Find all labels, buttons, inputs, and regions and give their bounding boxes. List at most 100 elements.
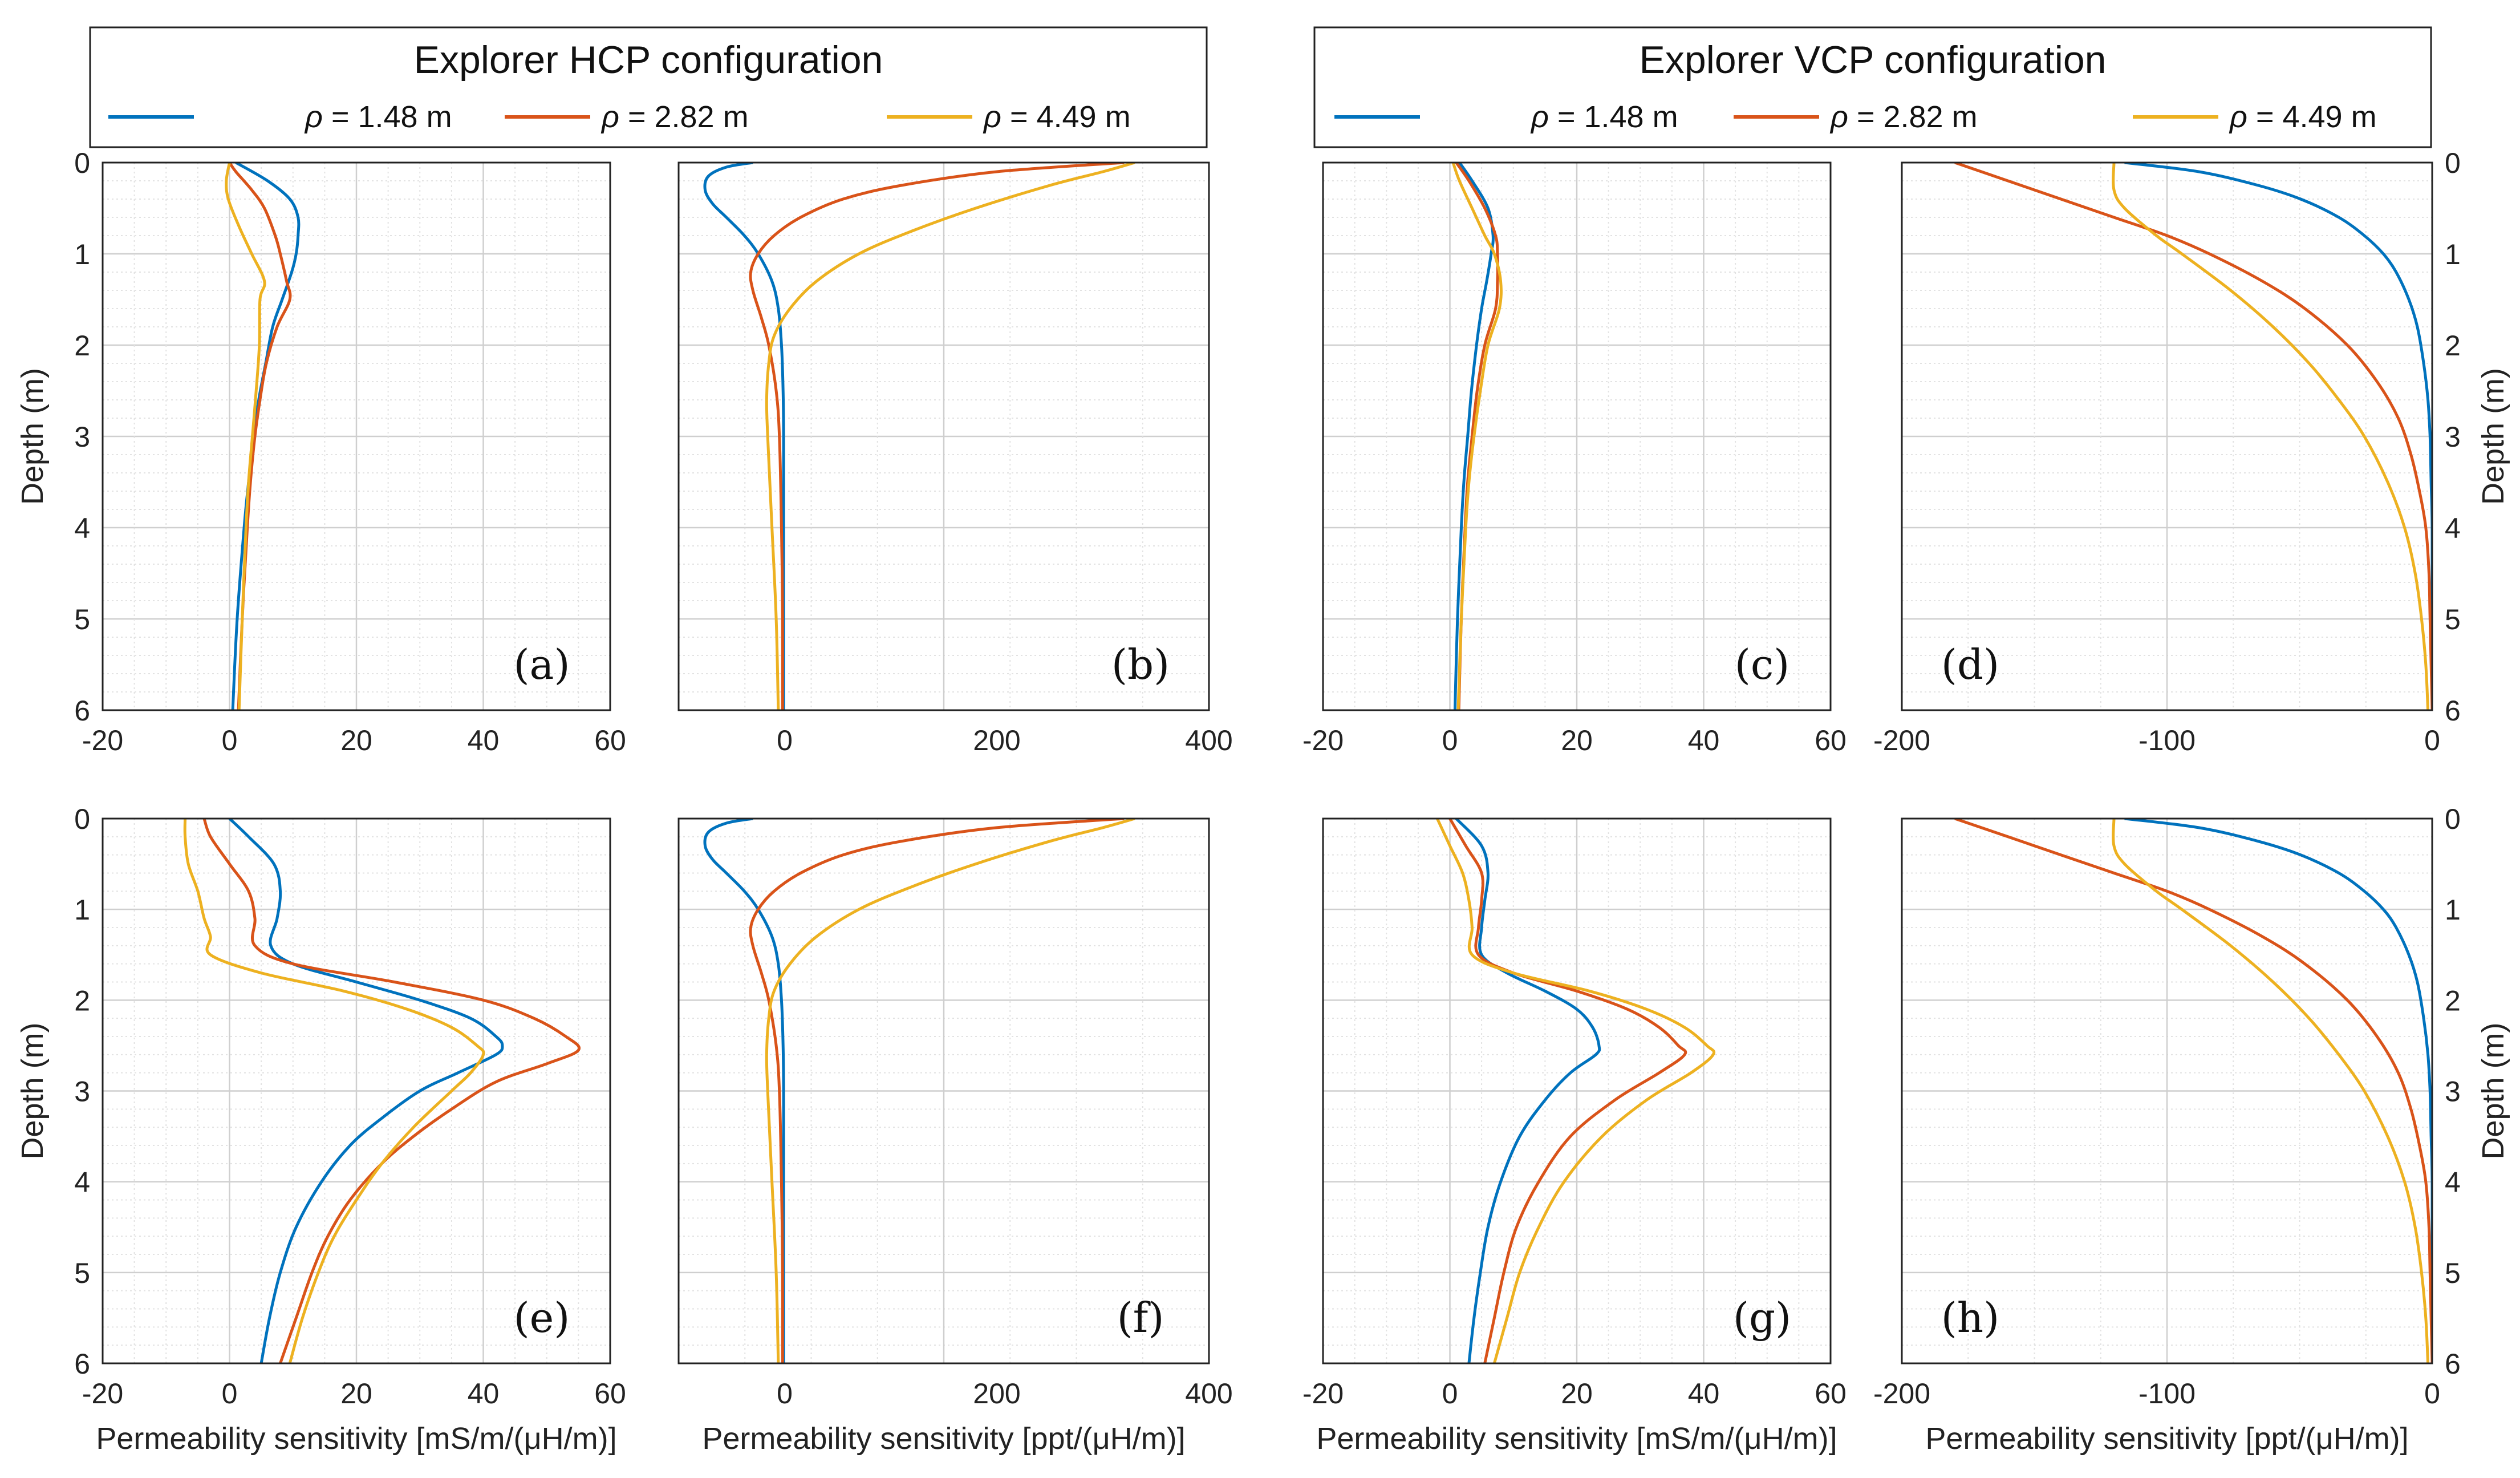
legend-entry: ρ = 1.48 m (304, 100, 452, 134)
x-tick-label: -200 (1873, 1378, 1930, 1410)
series-line-3 (1436, 819, 1716, 1363)
y-tick-label: 4 (2445, 512, 2461, 544)
panel-label: (b) (1111, 641, 1170, 689)
y-tick-label: 2 (74, 330, 90, 362)
y-tick-label: 5 (2445, 604, 2461, 635)
x-tick-label: 200 (973, 1378, 1020, 1410)
y-tick-label: 4 (74, 512, 90, 544)
x-tick-label: 20 (1561, 1378, 1593, 1410)
legend-label: = 1.48 m (1549, 100, 1678, 134)
x-tick-label: 0 (2424, 1378, 2440, 1410)
legend-label: = 2.82 m (1848, 100, 1978, 134)
y-tick-label: 2 (2445, 985, 2461, 1017)
x-tick-label: 400 (1185, 724, 1232, 756)
x-tick-label: -20 (82, 724, 123, 756)
x-tick-label: -20 (1302, 1378, 1344, 1410)
series-line-3 (765, 819, 1135, 1363)
y-tick-label: 3 (74, 421, 90, 453)
x-tick-label: -20 (1302, 724, 1344, 756)
axes-frame (102, 161, 611, 711)
y-tick-label: 5 (74, 604, 90, 635)
legend-entry: ρ = 2.82 m (600, 100, 749, 134)
panel-label: (g) (1733, 1294, 1791, 1342)
x-tick-label: -100 (2138, 1378, 2196, 1410)
axes-frame (1901, 817, 2433, 1364)
x-tick-label: 60 (594, 1378, 626, 1410)
series-line-2 (202, 819, 581, 1363)
y-tick-label: 4 (2445, 1167, 2461, 1198)
panel-label: (c) (1735, 641, 1790, 689)
x-tick-label: 400 (1185, 1378, 1232, 1410)
y-tick-label: 4 (74, 1167, 90, 1198)
panel-label: (e) (514, 1294, 570, 1342)
y-axis-label: Depth (m) (2476, 368, 2510, 505)
legend-box (1313, 26, 2432, 148)
x-axis-label: Permeability sensitivity [mS/m/(μH/m)] (1316, 1422, 1837, 1456)
y-tick-label: 2 (74, 985, 90, 1017)
series-line-1 (228, 819, 504, 1363)
panel-label: (d) (1941, 641, 1999, 689)
x-tick-label: 0 (2424, 724, 2440, 756)
x-tick-label: -100 (2138, 724, 2196, 756)
x-tick-label: 40 (1688, 1378, 1720, 1410)
series-line-1 (231, 163, 301, 710)
legend-symbol: ρ (983, 100, 1001, 134)
legend-symbol: ρ (600, 100, 619, 134)
y-tick-label: 3 (74, 1076, 90, 1108)
legend-label: = 4.49 m (2247, 100, 2377, 134)
y-tick-label: 1 (74, 894, 90, 926)
y-tick-label: 6 (2445, 695, 2461, 727)
axes-frame (1322, 817, 1832, 1364)
series-line-3 (2112, 163, 2430, 710)
panel-label: (a) (513, 641, 570, 689)
y-tick-label: 5 (2445, 1257, 2461, 1289)
x-tick-label: 60 (1815, 724, 1847, 756)
legend-label: = 1.48 m (323, 100, 452, 134)
y-tick-label: 3 (2445, 421, 2461, 453)
y-tick-label: 3 (2445, 1076, 2461, 1108)
x-axis-label: Permeability sensitivity [ppt/(μH/m)] (702, 1422, 1185, 1456)
series-line-1 (703, 819, 785, 1363)
y-axis-label: Depth (m) (15, 368, 50, 505)
x-tick-label: 0 (1442, 1378, 1458, 1410)
series-line-2 (1448, 819, 1687, 1363)
legend-symbol: ρ (1829, 100, 1848, 134)
x-tick-label: 40 (468, 1378, 500, 1410)
y-tick-label: 0 (2445, 147, 2461, 179)
legend-entry: ρ = 4.49 m (983, 100, 1131, 134)
axes-frame (677, 817, 1210, 1364)
x-tick-label: 0 (1442, 724, 1458, 756)
legend-symbol: ρ (2229, 100, 2247, 134)
axes-frame (1901, 161, 2433, 711)
y-tick-label: 2 (2445, 330, 2461, 362)
legend-label: = 2.82 m (619, 100, 749, 134)
panel-d: -200 -100 0 0 1 2 3 4 5 6 Depth (m) (d) (1873, 147, 2510, 756)
x-tick-label: 0 (777, 1378, 793, 1410)
panel-label: (h) (1941, 1294, 2000, 1342)
panel-label: (f) (1117, 1294, 1164, 1342)
x-tick-label: -20 (82, 1378, 123, 1410)
panel-g: -20 0 20 40 60 Permeability sensitivity [mS/m… (1302, 817, 1847, 1456)
y-tick-label: 6 (74, 1348, 90, 1380)
series-line-3 (1451, 163, 1503, 710)
y-tick-label: 1 (74, 238, 90, 270)
series-line-2 (1954, 819, 2432, 1363)
y-tick-label: 6 (2445, 1348, 2461, 1380)
legend-label: = 4.49 m (1001, 100, 1131, 134)
axes-frame (102, 817, 611, 1364)
x-axis-label: Permeability sensitivity [ppt/(μH/m)] (1925, 1422, 2408, 1456)
x-tick-label: 40 (1688, 724, 1720, 756)
panel-b: 0 200 400 (b) (677, 161, 1233, 756)
panel-e: -20 0 20 40 60 0 1 2 3 4 5 6 Depth (m) Permeability s… (15, 803, 626, 1456)
y-tick-label: 1 (2445, 238, 2461, 270)
series-line-3 (183, 819, 485, 1363)
x-tick-label: 200 (973, 724, 1020, 756)
series-line-2 (1954, 163, 2432, 710)
series-line-3 (765, 163, 1135, 710)
x-tick-label: 60 (1815, 1378, 1847, 1410)
legend-symbol: ρ (304, 100, 323, 134)
y-tick-label: 1 (2445, 894, 2461, 926)
legend-entry: ρ = 4.49 m (2229, 100, 2377, 134)
